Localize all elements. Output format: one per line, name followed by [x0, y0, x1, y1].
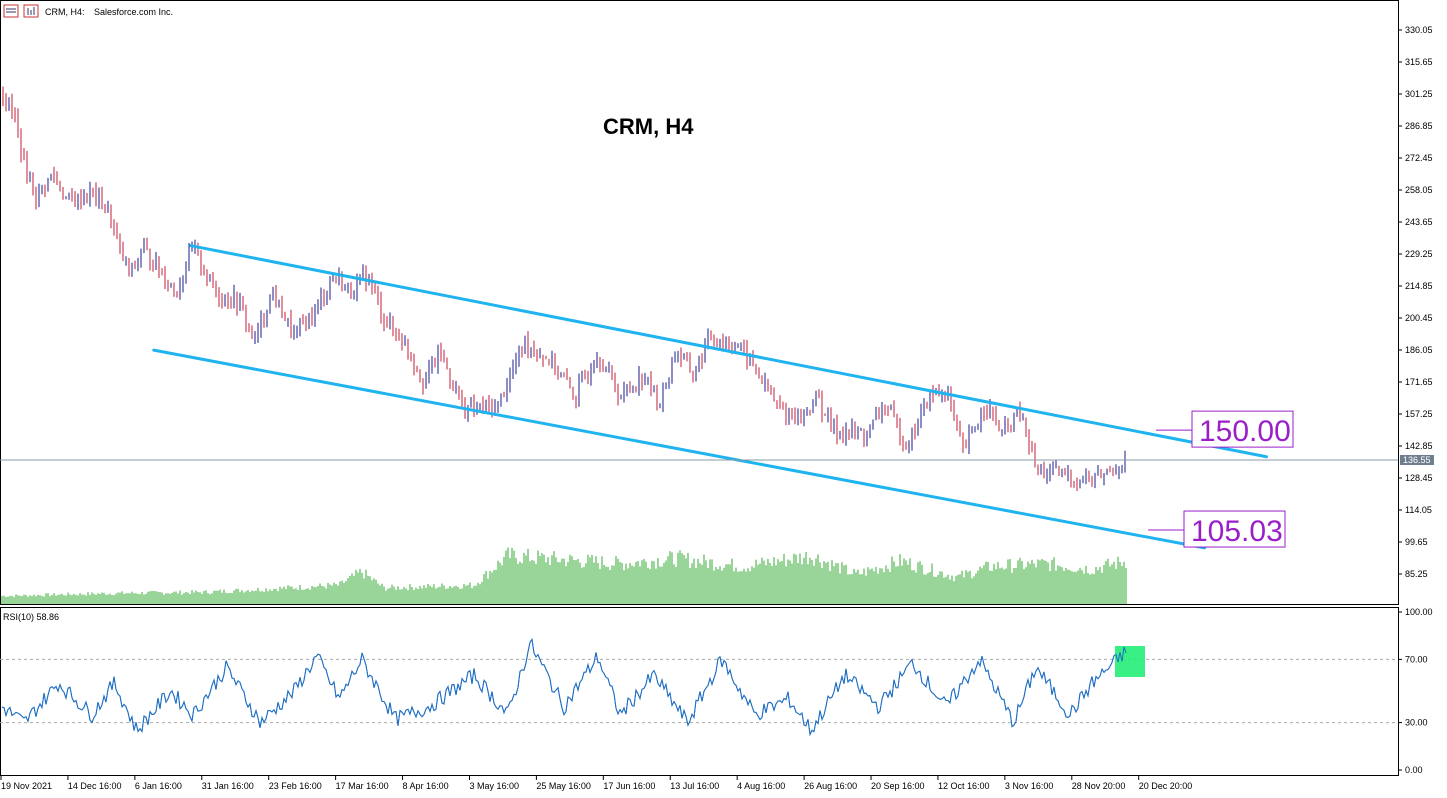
- time-tick-label: 17 Jun 16:00: [603, 781, 655, 791]
- time-axis: 19 Nov 2021 14 Dec 16:00 6 Jan 16:00 31 Jan…: [0, 776, 1193, 791]
- rsi-tick-label: 100.00: [1405, 607, 1433, 617]
- time-tick-label: 12 Oct 16:00: [938, 781, 990, 791]
- price-tick-label: 272.45: [1405, 153, 1433, 163]
- price-annotation-box[interactable]: [1183, 510, 1286, 548]
- rsi-highlight-box[interactable]: [1115, 646, 1145, 677]
- rsi-line-overlay: [2, 639, 1126, 734]
- time-tick-label: 26 Aug 16:00: [804, 781, 857, 791]
- price-tick-label: 186.05: [1405, 345, 1433, 355]
- time-tick-label: 23 Feb 16:00: [269, 781, 322, 791]
- price-tick-label: 315.65: [1405, 57, 1433, 67]
- price-tick-label: 330.05: [1405, 25, 1433, 35]
- price-tick-label: 258.05: [1405, 185, 1433, 195]
- price-candles: [2, 86, 1126, 491]
- time-tick-label: 28 Nov 20:00: [1072, 781, 1126, 791]
- time-tick-label: 17 Mar 16:00: [336, 781, 389, 791]
- price-pane-frame: [0, 0, 1399, 605]
- price-tick-label: 229.25: [1405, 249, 1433, 259]
- channel-upper-line[interactable]: [189, 244, 1268, 459]
- price-tick-label: 171.65: [1405, 377, 1433, 387]
- channel-lower-line[interactable]: [152, 348, 1207, 550]
- price-annotation-box[interactable]: [1191, 410, 1294, 448]
- time-tick-label: 3 Nov 16:00: [1005, 781, 1054, 791]
- chart-type-icon[interactable]: [23, 4, 39, 18]
- time-tick-label: 31 Jan 16:00: [202, 781, 254, 791]
- price-tick-label: 99.65: [1405, 537, 1428, 547]
- current-price-tag: [1400, 455, 1434, 465]
- rsi-tick-label: 70.00: [1405, 654, 1428, 664]
- time-tick-label: 6 Jan 16:00: [135, 781, 182, 791]
- price-tick-label: 85.25: [1405, 569, 1428, 579]
- price-tick-label: 286.85: [1405, 121, 1433, 131]
- symbol-label: CRM, H4:: [45, 7, 85, 17]
- price-tick-label: 128.45: [1405, 473, 1433, 483]
- time-tick-label: 25 May 16:00: [536, 781, 591, 791]
- price-tick-label: 301.25: [1405, 89, 1433, 99]
- price-annotation-label: 150.00: [1199, 415, 1291, 448]
- price-tick-label: 200.45: [1405, 313, 1433, 323]
- rsi-pane-frame: [0, 607, 1399, 776]
- price-annotation-label: 105.03: [1191, 515, 1283, 548]
- rsi-tick-label: 0.00: [1405, 765, 1423, 775]
- menu-icon[interactable]: [3, 4, 19, 18]
- time-tick-label: 4 Aug 16:00: [737, 781, 785, 791]
- time-tick-label: 20 Dec 20:00: [1139, 781, 1193, 791]
- rsi-tick-label: 30.00: [1405, 718, 1428, 728]
- time-tick-label: 19 Nov 2021: [1, 781, 52, 791]
- time-tick-label: 14 Dec 16:00: [68, 781, 122, 791]
- price-tick-label: 214.85: [1405, 281, 1433, 291]
- price-tick-label: 157.25: [1405, 409, 1433, 419]
- price-axis: 330.05 315.65 301.25 286.85 272.45 258.05 243.…: [1398, 25, 1433, 579]
- time-tick-label: 8 Apr 16:00: [403, 781, 449, 791]
- rsi-line: [1, 638, 1127, 737]
- time-tick-label: 20 Sep 16:00: [871, 781, 925, 791]
- price-tick-label: 142.85: [1405, 441, 1433, 451]
- price-tick-label: 243.65: [1405, 217, 1433, 227]
- trend-channel: [152, 244, 1268, 550]
- time-tick-label: 13 Jul 16:00: [670, 781, 719, 791]
- rsi-label: RSI(10) 58.86: [3, 612, 59, 622]
- time-tick-label: 3 May 16:00: [469, 781, 519, 791]
- current-price-label: 136.55: [1403, 455, 1431, 465]
- price-tick-label: 114.05: [1405, 505, 1432, 515]
- company-name: Salesforce.com Inc.: [94, 7, 173, 17]
- chart-title: CRM, H4: [603, 114, 694, 139]
- volume-bars: [1, 547, 1127, 604]
